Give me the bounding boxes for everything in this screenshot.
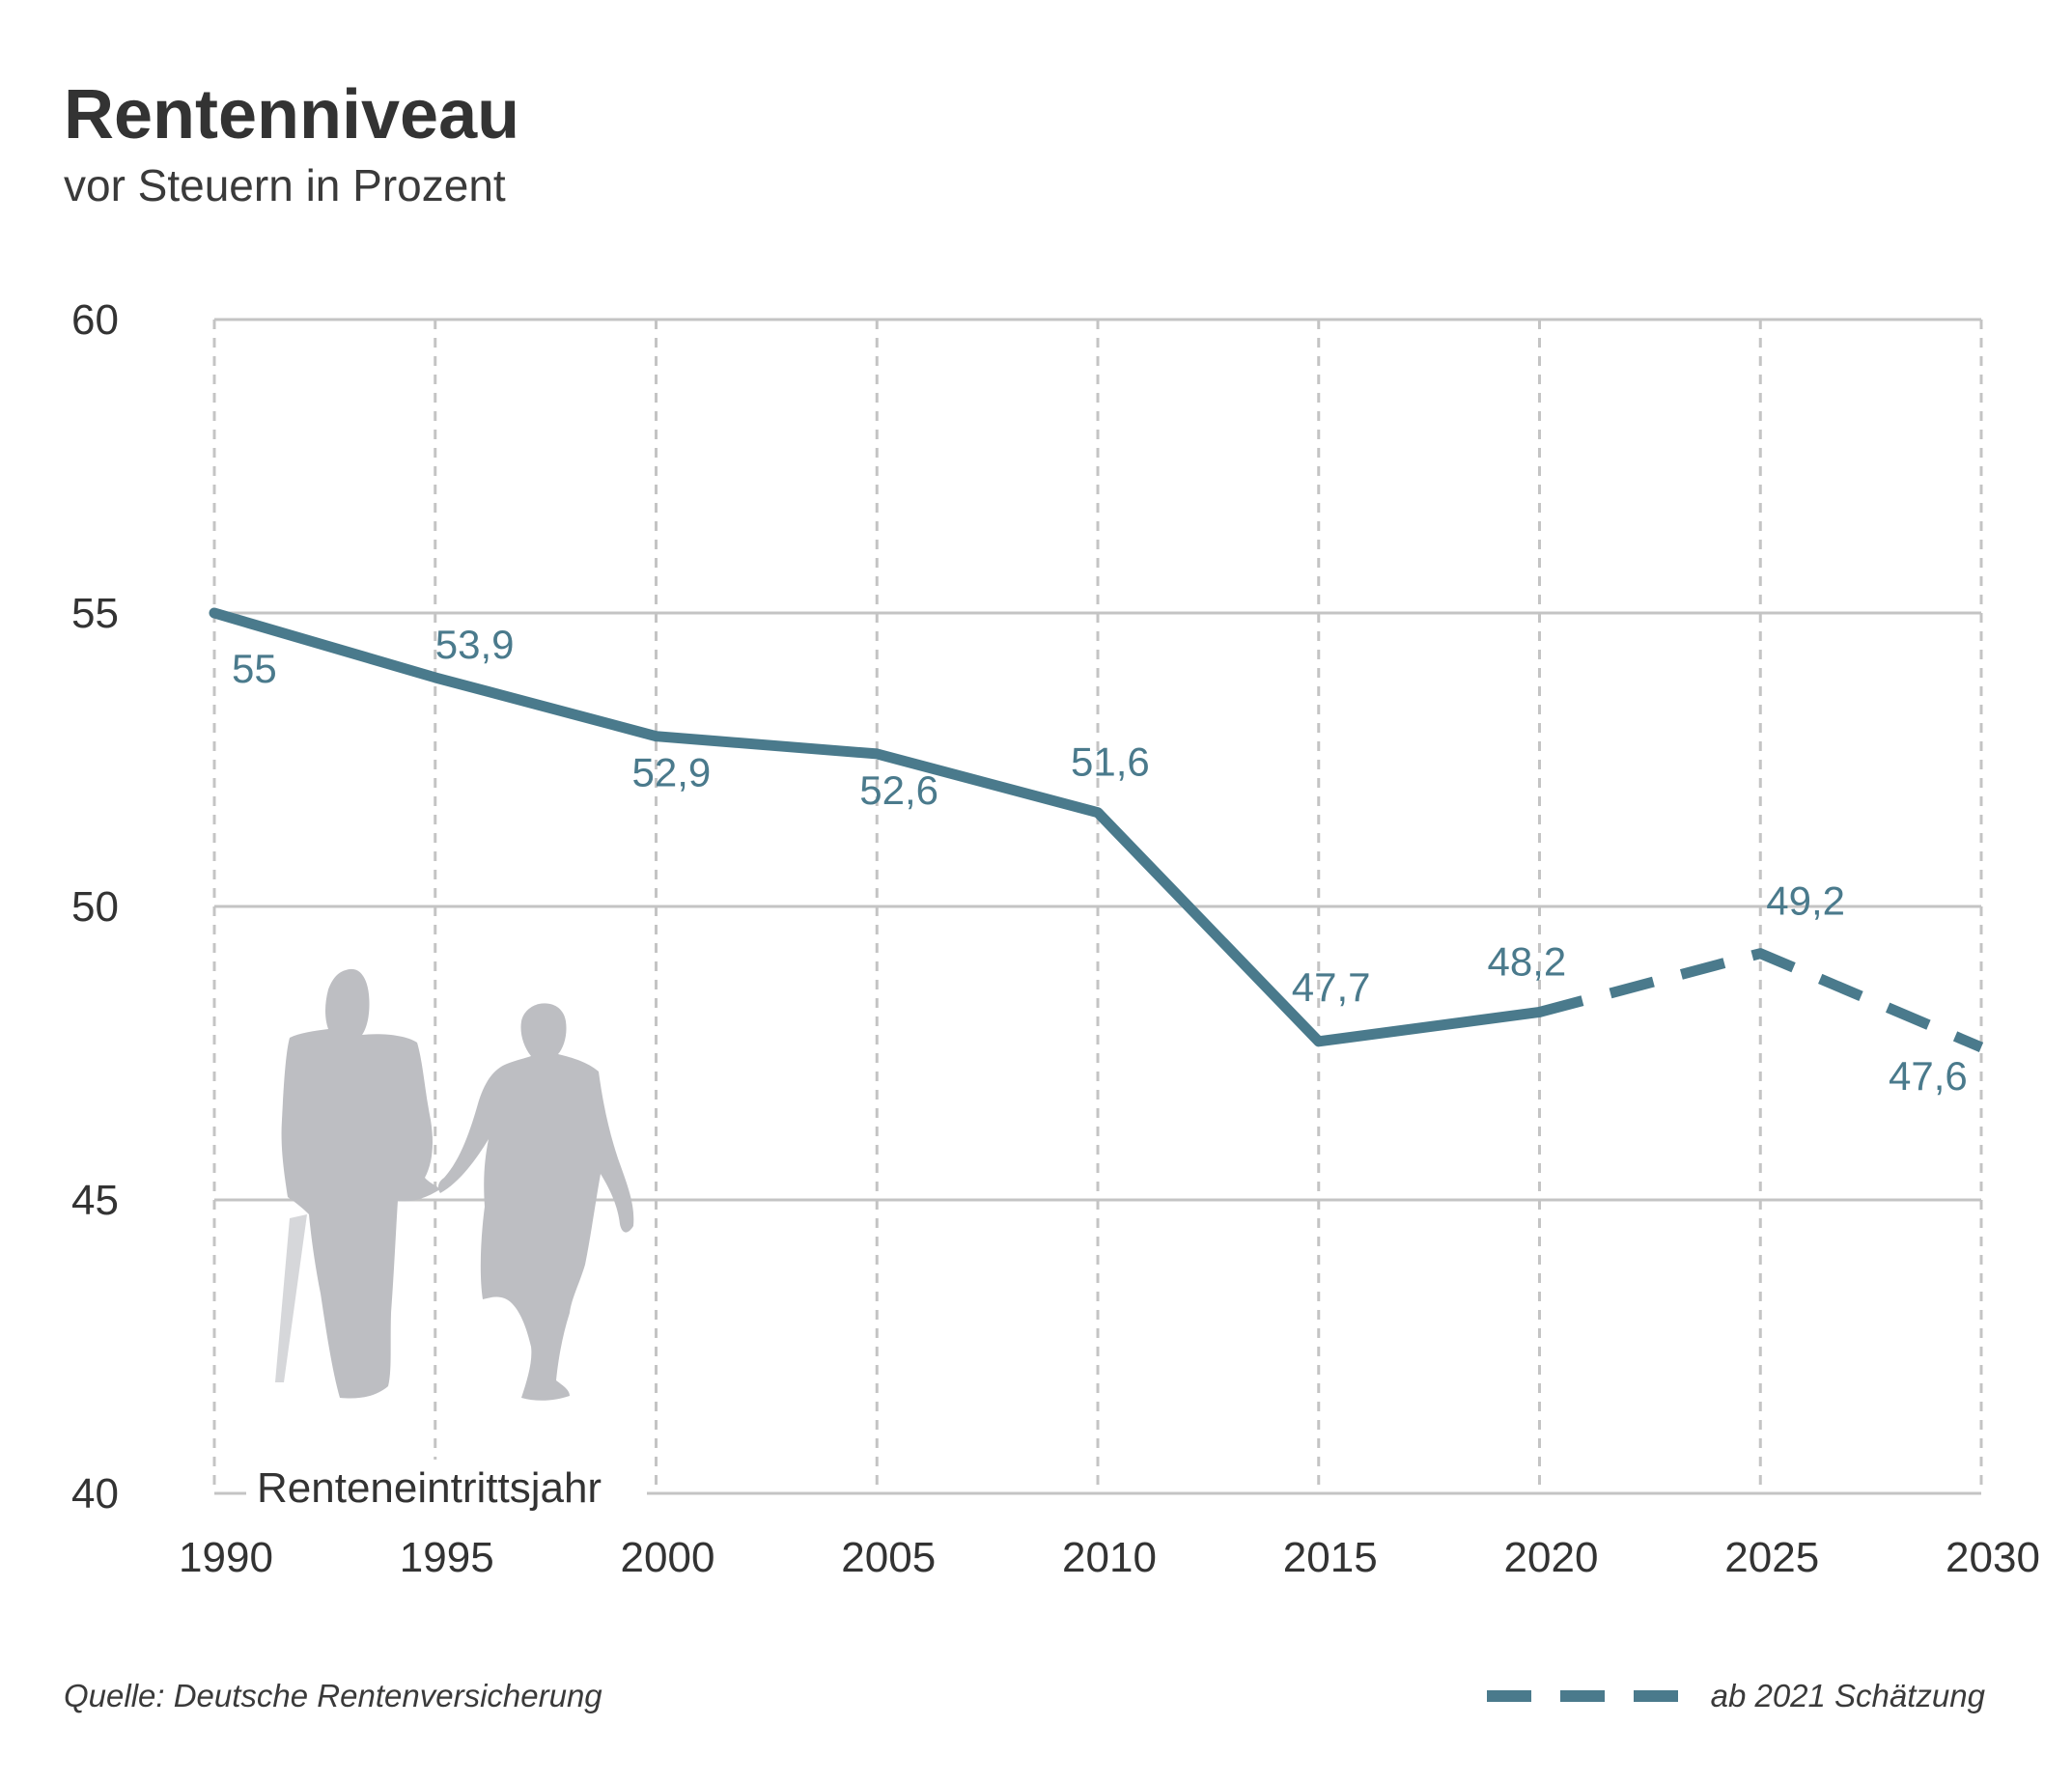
legend-dashed-line <box>1486 1690 1678 1702</box>
chart-title: Rentenniveau <box>64 76 520 153</box>
series-line-estimate <box>1538 948 1984 1052</box>
series-line-actual <box>209 607 1545 1047</box>
x-tick-label: 2015 <box>1283 1534 1378 1581</box>
legend: ab 2021 Schätzung <box>1486 1678 1985 1714</box>
x-tick-label: 1990 <box>179 1534 273 1581</box>
x-tick-label: 1995 <box>400 1534 494 1581</box>
legend-label: ab 2021 Schätzung <box>1710 1678 1985 1713</box>
data-label: 55 <box>232 646 277 691</box>
x-tick-label: 2010 <box>1062 1534 1157 1581</box>
data-label: 49,2 <box>1766 878 1845 924</box>
data-label: 47,6 <box>1889 1053 1968 1099</box>
data-label: 48,2 <box>1488 938 1567 984</box>
y-tick-label: 50 <box>71 883 119 931</box>
data-label: 52,6 <box>859 767 938 813</box>
x-tick-label: 2005 <box>841 1534 936 1581</box>
data-label: 53,9 <box>435 622 515 667</box>
x-tick-label: 2025 <box>1724 1534 1819 1581</box>
data-label: 51,6 <box>1071 739 1150 785</box>
y-tick-label: 55 <box>71 590 119 637</box>
data-label: 52,9 <box>632 750 712 795</box>
x-axis-title-backing <box>246 1460 647 1517</box>
chart-subtitle: vor Steuern in Prozent <box>64 160 506 210</box>
x-tick-label: 2000 <box>621 1534 715 1581</box>
elderly-couple-silhouette <box>275 968 634 1401</box>
x-axis-title: Renteneintrittsjahr <box>257 1464 602 1512</box>
data-label: 47,7 <box>1292 964 1371 1010</box>
y-tick-label: 40 <box>71 1470 119 1517</box>
y-tick-label: 45 <box>71 1177 119 1224</box>
x-tick-label: 2030 <box>1946 1534 2040 1581</box>
y-tick-label: 60 <box>71 296 119 344</box>
x-tick-label: 2020 <box>1504 1534 1599 1581</box>
source-note: Quelle: Deutsche Rentenversicherung <box>64 1678 602 1713</box>
